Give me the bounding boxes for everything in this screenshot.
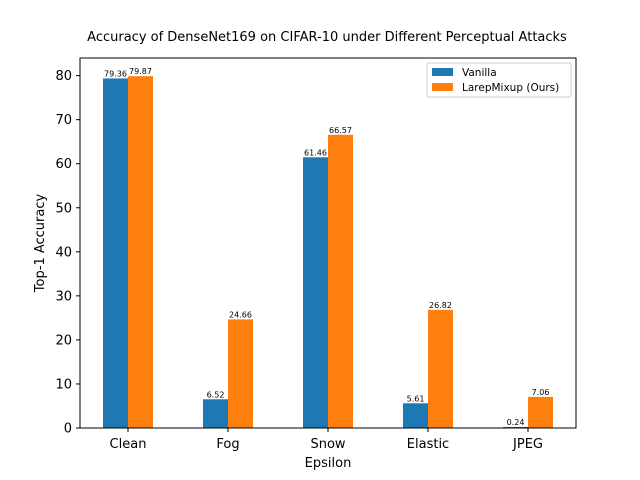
- bar-value-label: 0.24: [507, 418, 525, 427]
- bar-value-label: 61.46: [304, 148, 327, 157]
- x-tick-label: Elastic: [407, 437, 449, 452]
- legend-entry-label: Vanilla: [462, 67, 497, 79]
- y-axis-label: Top-1 Accuracy: [33, 194, 48, 294]
- bars-layer: 79.36 79.87 6.52 24.66 61.46 66.57 5.61 26.82 0.…: [103, 67, 553, 429]
- bar-vanilla-elastic: [403, 403, 428, 428]
- bar-larepmixup-ours-elastic: [428, 309, 453, 428]
- bar-larepmixup-ours-snow: [328, 134, 353, 428]
- ticks-layer: Clean Fog Snow Elastic JPEG 0 10 20 30 40 50 60 70 80: [55, 69, 543, 452]
- bar-value-label: 79.36: [104, 69, 127, 78]
- bar-value-label: 7.06: [532, 388, 550, 397]
- y-tick-label: 0: [64, 422, 72, 437]
- bar-value-label: 79.87: [129, 67, 152, 76]
- legend-swatch: [432, 83, 453, 91]
- bar-larepmixup-ours-fog: [228, 319, 253, 428]
- bar-value-label: 26.82: [429, 301, 452, 310]
- y-tick-label: 20: [55, 333, 72, 348]
- legend-swatch: [432, 68, 453, 76]
- x-axis-label: Epsilon: [305, 456, 352, 471]
- bar-value-label: 24.66: [229, 310, 252, 319]
- legend-box: [426, 62, 572, 98]
- bar-value-label: 5.61: [407, 394, 425, 403]
- y-tick-label: 50: [55, 201, 72, 216]
- bar-larepmixup-ours-jpeg: [528, 396, 553, 428]
- bar-vanilla-snow: [303, 157, 328, 429]
- legend: Vanilla LarepMixup (Ours): [426, 62, 572, 98]
- x-tick-label: JPEG: [512, 437, 543, 452]
- bar-vanilla-clean: [103, 78, 128, 428]
- legend-entry-label: LarepMixup (Ours): [462, 82, 559, 94]
- chart-title: Accuracy of DenseNet169 on CIFAR-10 unde…: [87, 30, 567, 45]
- bar-vanilla-jpeg: [503, 426, 528, 428]
- x-tick-label: Fog: [216, 437, 239, 452]
- bar-larepmixup-ours-clean: [128, 76, 153, 429]
- y-tick-label: 80: [55, 69, 72, 84]
- y-tick-label: 60: [55, 157, 72, 172]
- x-tick-label: Snow: [310, 437, 345, 452]
- y-tick-label: 10: [55, 377, 72, 392]
- bar-value-label: 6.52: [207, 390, 225, 399]
- bar-vanilla-fog: [203, 399, 228, 428]
- bar-value-label: 66.57: [329, 126, 352, 135]
- plot-frame: [79, 57, 577, 429]
- y-tick-label: 70: [55, 113, 72, 128]
- y-tick-label: 30: [55, 289, 72, 304]
- x-tick-label: Clean: [110, 437, 147, 452]
- y-tick-label: 40: [55, 245, 72, 260]
